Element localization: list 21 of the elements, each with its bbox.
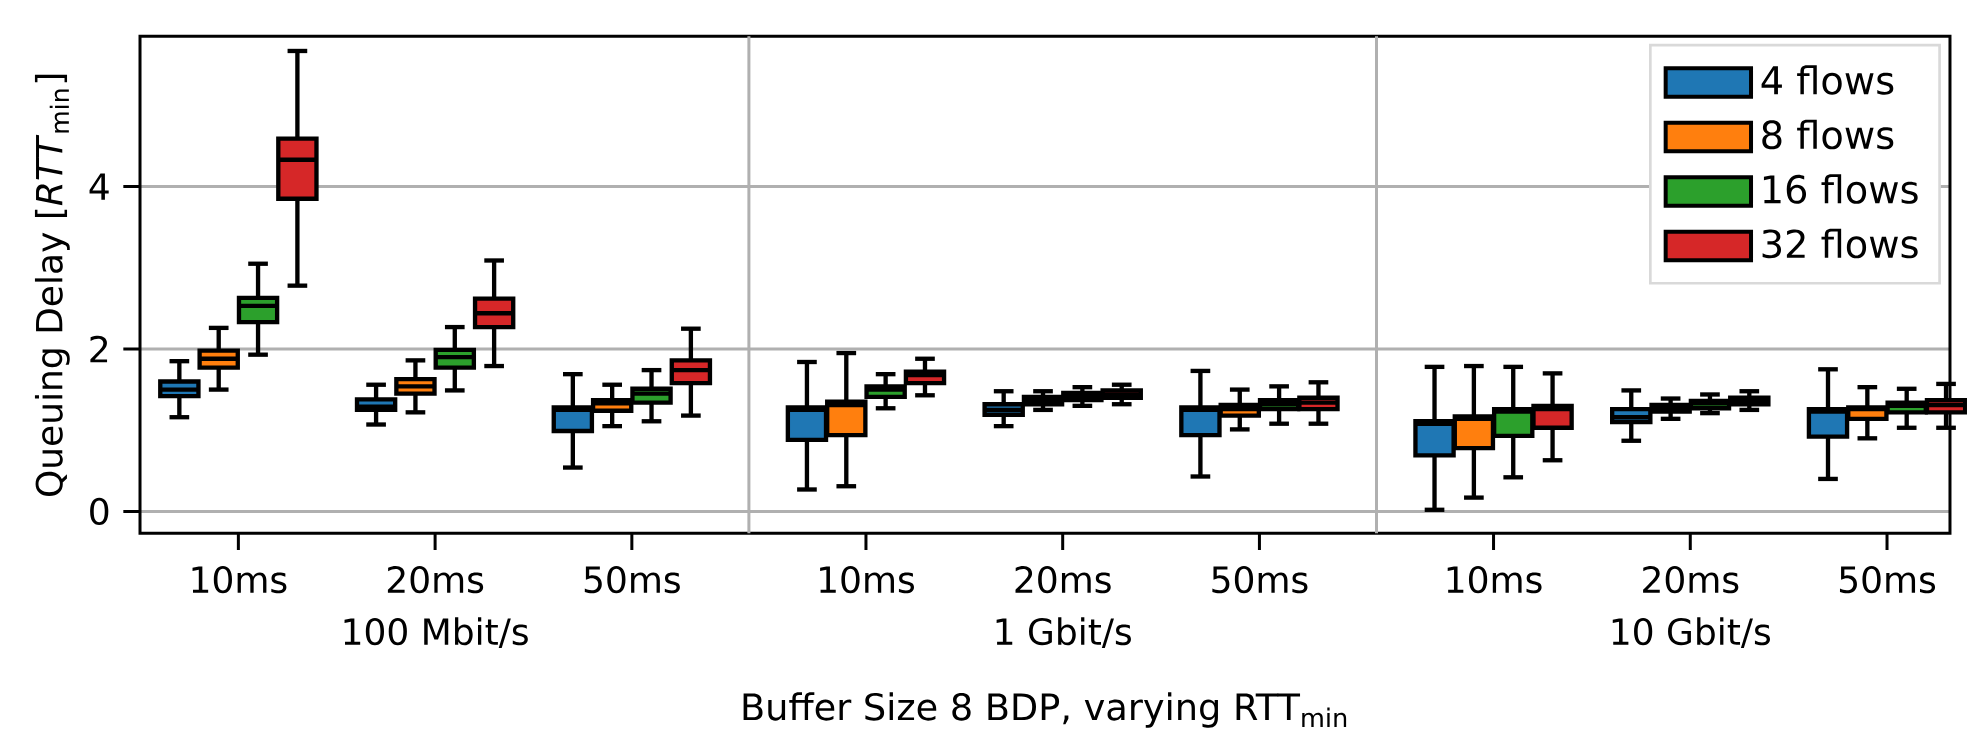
x-tick-label: 10ms [192, 566, 287, 594]
x-tick-label: 20ms [1015, 566, 1111, 594]
text: 10 Gbit/s [1612, 617, 1770, 649]
x-tick-label: 10ms [1447, 566, 1542, 594]
text: 1 Gbit/s [996, 617, 1131, 649]
legend-label: 32 flows [1762, 228, 1918, 259]
x-tick-label: 50ms [1212, 566, 1308, 594]
y-tick-label: 2 [90, 335, 108, 363]
y-axis-title: Queuing Delay [RTT$_{min}$] [34, 74, 70, 497]
legend-label: 4 flows [1761, 65, 1894, 95]
text: 100 Mbit/s [344, 617, 528, 649]
x-tick-label: 20ms [387, 566, 484, 594]
x-tick-label: 10ms [820, 566, 914, 594]
x-tick-label: 20ms [1643, 566, 1739, 594]
y-tick-label: 4 [89, 173, 109, 200]
x-tick-label: 50ms [584, 566, 680, 594]
y-tick-label: 0 [90, 497, 109, 526]
legend-label: 16 flows [1763, 174, 1918, 204]
legend-label: 8 flows [1762, 119, 1894, 150]
x-tick-label: 50ms [1839, 566, 1936, 594]
x-axis-title: Buffer Size 8 BDP, varying RTT$_{min}$ [743, 692, 1347, 728]
